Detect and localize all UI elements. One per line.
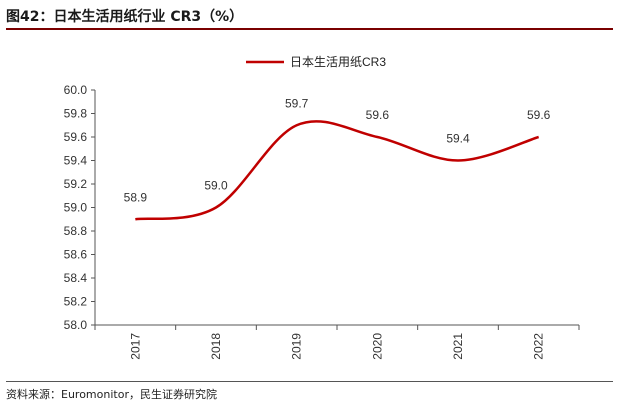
- y-tick-label: 60.0: [64, 83, 88, 97]
- y-tick-label: 59.0: [64, 201, 88, 215]
- x-axis: 2017 2018 2019 2020 2021 2022: [94, 324, 580, 360]
- y-tick-label: 58.0: [64, 318, 88, 332]
- title-rule: [6, 28, 613, 30]
- data-label: 58.9: [124, 190, 148, 204]
- y-tick-label: 59.8: [64, 107, 88, 121]
- data-label: 59.0: [204, 179, 228, 193]
- y-tick-label: 58.6: [64, 248, 88, 262]
- y-tick-label: 59.4: [64, 154, 88, 168]
- y-tick-label: 58.2: [64, 295, 88, 309]
- x-tick-label: 2018: [209, 333, 223, 360]
- y-tick-label: 58.8: [64, 224, 88, 238]
- x-tick-label: 2021: [451, 333, 465, 360]
- data-label: 59.7: [285, 96, 309, 110]
- data-label: 59.6: [527, 108, 551, 122]
- x-tick-label: 2020: [370, 333, 384, 360]
- x-tick-label: 2022: [532, 333, 546, 360]
- legend-label: 日本生活用纸CR3: [290, 55, 386, 69]
- source-note: 资料来源：Euromonitor，民生证券研究院: [6, 388, 217, 401]
- x-tick-label: 2017: [128, 333, 142, 360]
- data-label: 59.4: [446, 132, 470, 146]
- data-label: 59.6: [366, 108, 390, 122]
- y-tick-label: 59.6: [64, 130, 88, 144]
- y-tick-label: 59.2: [64, 177, 88, 191]
- source-rule: [6, 381, 613, 382]
- chart-legend: 日本生活用纸CR3: [246, 55, 386, 69]
- y-tick-label: 58.4: [64, 271, 88, 285]
- figure-title: 图42：日本生活用纸行业 CR3（%）: [6, 9, 244, 25]
- series-line: [135, 120, 540, 221]
- y-axis: 58.0 58.2 58.4 58.6 58.8 59.0 59.2 59.4 59.6 59.8…: [64, 83, 96, 332]
- x-tick-label: 2019: [290, 333, 304, 360]
- data-labels: 58.9 59.0 59.7 59.6 59.4 59.6: [124, 96, 551, 204]
